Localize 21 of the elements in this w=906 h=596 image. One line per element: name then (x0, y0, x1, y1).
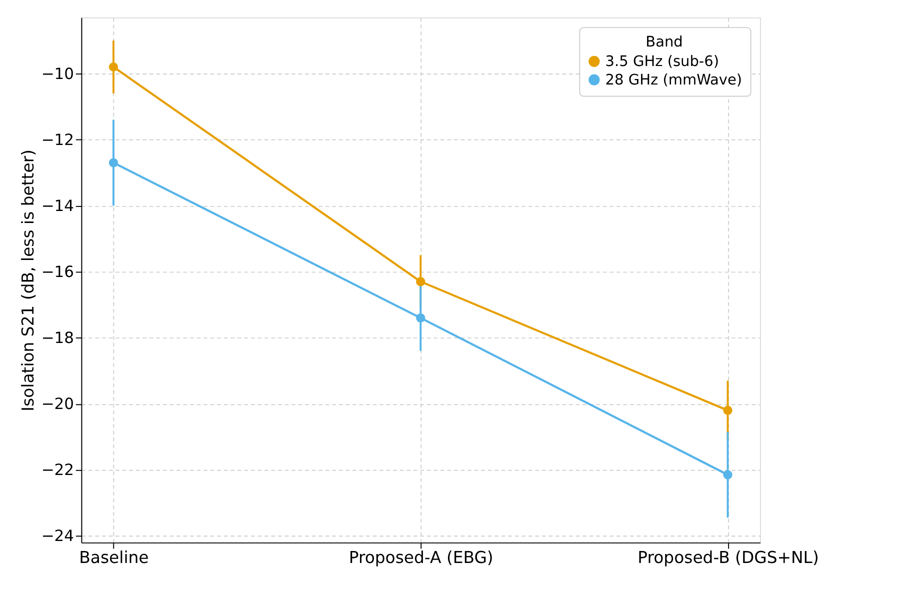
y-tick-label: −20 (41, 395, 74, 414)
y-tick-label: −18 (41, 329, 74, 348)
legend-label: 3.5 GHz (sub-6) (605, 54, 720, 70)
y-tick-label: −12 (41, 130, 74, 149)
y-tick-label: −10 (41, 64, 74, 83)
point (416, 277, 426, 286)
point (723, 470, 732, 480)
y-axis-title: Isolation S21 (dB, less is better) (18, 150, 38, 412)
y-tick-label: −22 (41, 461, 74, 480)
point (108, 62, 118, 72)
y-tick-label: −14 (41, 196, 74, 215)
legend-label: 28 GHz (mmWave) (605, 72, 742, 89)
point (723, 406, 732, 415)
x-tick-label: Proposed-B (DGS+NL) (638, 548, 819, 568)
x-tick-label: Proposed-A (EBG) (348, 548, 494, 568)
legend-title: Band (646, 34, 683, 50)
x-tick-label: Baseline (79, 548, 149, 568)
y-tick-label: −16 (41, 262, 74, 281)
point (108, 158, 118, 168)
y-tick-label: −24 (41, 527, 74, 546)
point (416, 313, 426, 322)
